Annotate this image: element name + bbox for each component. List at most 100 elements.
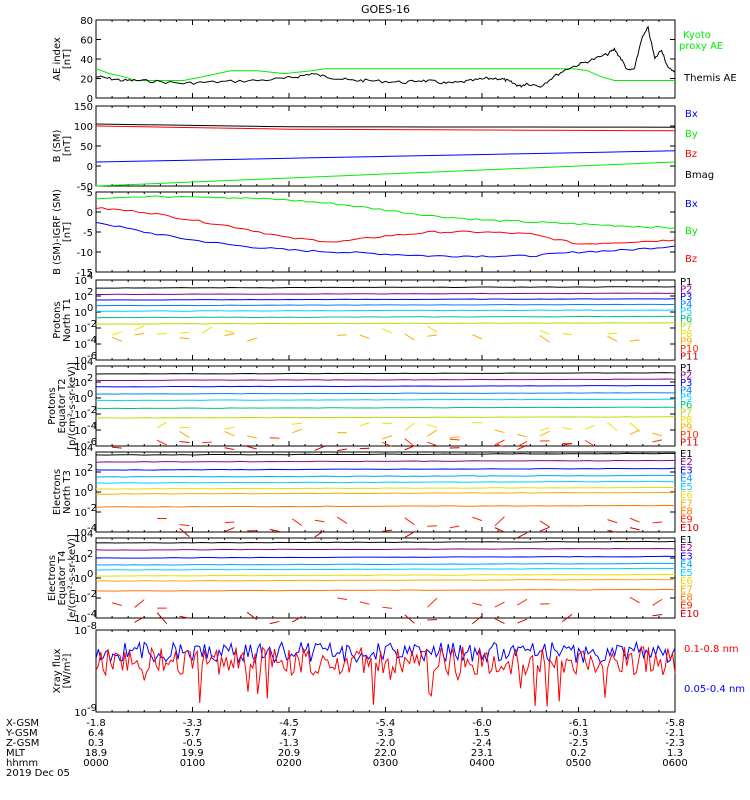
series-line-p2	[95, 292, 676, 296]
ephemeris-value: 0300	[373, 758, 398, 769]
y-tick-label: 10	[74, 442, 87, 453]
series-segment-p10	[269, 437, 280, 439]
channel-label: E1	[680, 535, 693, 546]
y-tick-exponent: 4	[87, 529, 93, 540]
y-tick-label: 10	[74, 554, 87, 565]
y-tick-label: 10	[74, 488, 87, 499]
series-segment-p9	[247, 435, 257, 439]
series-segment-p9	[292, 428, 303, 434]
series-segment-e10	[652, 613, 663, 617]
series-segment-p8	[382, 328, 393, 334]
series-segment-p8	[562, 332, 573, 336]
channel-label: P11	[680, 351, 699, 362]
series-line-p1	[95, 286, 676, 289]
channel-label: P1	[680, 363, 692, 374]
series-segment-e10	[494, 618, 505, 624]
y-tick-exponent: -4	[87, 609, 97, 620]
y-tick-exponent: -6	[87, 437, 97, 448]
series-segment-p9	[111, 336, 122, 342]
series-segment-p9	[494, 429, 505, 434]
series-segment-e9	[472, 516, 483, 522]
ephemeris-value: 6.4	[88, 728, 104, 739]
panel-frame-e_north	[95, 451, 676, 533]
channel-label: E6	[680, 490, 693, 501]
series-segment-e10	[404, 531, 415, 538]
ephemeris-value: 0500	[566, 758, 591, 769]
series-segment-e9	[426, 597, 438, 608]
series-segment-p9	[247, 337, 258, 342]
series-segment-p9	[449, 436, 460, 439]
channel-label: P6	[680, 314, 692, 325]
series-line-e1	[95, 540, 676, 544]
y-axis-label: [nT]	[62, 222, 73, 242]
series-line-0.05-0.4-nm	[95, 640, 676, 665]
series-segment-p8	[292, 422, 302, 425]
series-segment-p8	[201, 326, 213, 334]
ephemeris-value: -0.3	[569, 728, 589, 739]
y-tick-label: 10	[74, 324, 87, 335]
series-segment-p9	[179, 430, 190, 439]
channel-label: P8	[680, 415, 692, 426]
series-segment-e9	[337, 597, 347, 601]
y-tick-label: 100	[74, 122, 93, 133]
y-tick-exponent: 2	[87, 549, 93, 560]
series-segment-e9	[449, 525, 460, 529]
y-tick-label: -50	[77, 182, 93, 193]
y-tick-exponent: -4	[87, 335, 97, 346]
series-segment-p11	[494, 444, 505, 447]
series-segment-p10	[494, 439, 505, 446]
series-segment-p10	[584, 439, 595, 447]
series-line-themis-ae	[95, 25, 676, 88]
series-segment-p9	[427, 429, 438, 437]
channel-label: E8	[680, 592, 693, 603]
series-segment-p8	[404, 422, 415, 431]
series-segment-e10	[179, 527, 190, 538]
ephemeris-value: 0100	[180, 758, 205, 769]
channel-label: P6	[680, 400, 692, 411]
series-segment-e9	[427, 525, 437, 527]
series-segment-p10	[427, 441, 438, 447]
ephemeris-row-label: X-GSM	[6, 718, 39, 729]
series-line-by	[95, 161, 676, 187]
panel-frame-p_equator	[95, 365, 676, 447]
y-tick-label: 10	[74, 574, 87, 585]
series-line-e2	[95, 548, 676, 551]
y-tick-exponent: 2	[87, 463, 93, 474]
ephemeris-value: 1.5	[474, 728, 490, 739]
y-tick-label: 5	[87, 188, 93, 199]
series-segment-p9	[517, 433, 528, 438]
ephemeris-value: 4.7	[281, 728, 297, 739]
y-tick-label: 0	[87, 94, 93, 105]
series-segment-p11	[517, 444, 528, 451]
series-line-e2	[95, 459, 676, 463]
y-tick-label: 10	[74, 362, 87, 373]
ephemeris-value: -6.1	[569, 718, 589, 729]
ephemeris-value: -3.3	[183, 718, 203, 729]
series-segment-e10	[404, 614, 415, 624]
y-tick-label: 10	[74, 528, 87, 539]
series-line-p2	[95, 378, 676, 382]
series-segment-p9	[337, 334, 347, 337]
series-segment-p11	[224, 447, 235, 451]
series-segment-e10	[562, 613, 573, 622]
y-tick-label: 80	[80, 16, 93, 27]
channel-label: P10	[680, 430, 699, 441]
y-tick-exponent: -2	[87, 503, 97, 514]
series-segment-e9	[607, 519, 618, 524]
ephemeris-value: 0.2	[571, 748, 587, 759]
y-tick-label: 10	[74, 708, 87, 719]
ephemeris-value: 20.9	[278, 748, 300, 759]
y-tick-exponent: 2	[87, 373, 93, 384]
ephemeris-value: -2.3	[665, 738, 685, 749]
series-line-e5	[95, 567, 676, 571]
series-line-e5	[95, 480, 676, 484]
series-segment-p8	[607, 422, 618, 431]
series-segment-p9	[224, 333, 235, 337]
y-tick-label: -5	[83, 228, 93, 239]
y-axis-label: [e/(cm²-s-sr-keV)]	[67, 534, 78, 622]
ephemeris-value: -5.4	[376, 718, 396, 729]
series-segment-p8	[607, 332, 618, 335]
ephemeris-value: 23.1	[471, 748, 493, 759]
series-segment-p9	[539, 430, 550, 437]
